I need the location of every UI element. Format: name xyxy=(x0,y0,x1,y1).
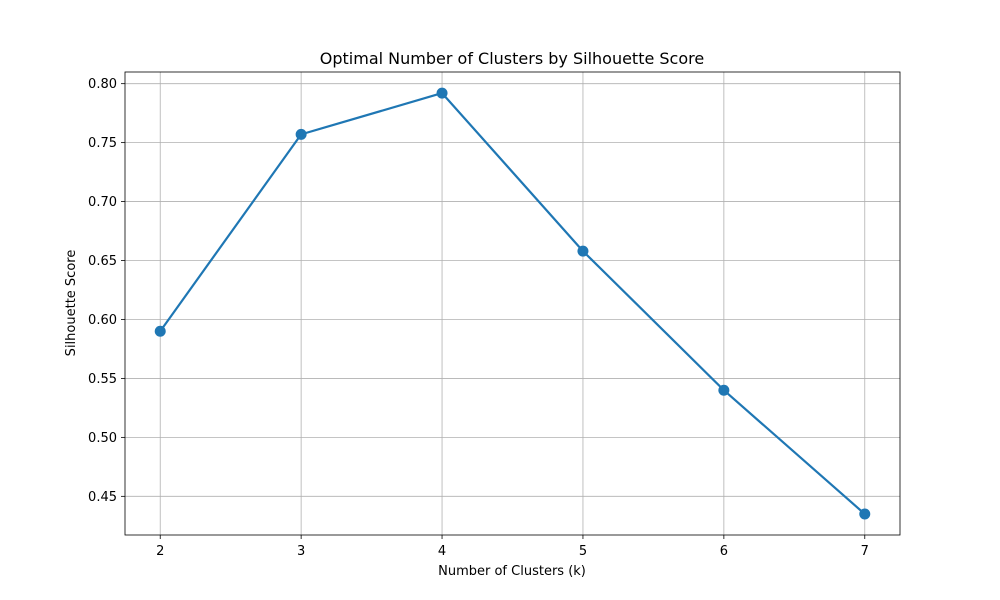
y-tick-label: 0.55 xyxy=(88,372,117,387)
y-tick-label: 0.50 xyxy=(88,431,117,446)
x-tick-label: 5 xyxy=(579,544,587,559)
axes-frame xyxy=(124,71,901,536)
y-axis-label: Silhouette Score xyxy=(64,250,79,357)
data-point xyxy=(436,87,448,99)
x-tick-label: 4 xyxy=(438,544,446,559)
plot-frame xyxy=(124,71,901,536)
x-tick-label: 6 xyxy=(720,544,728,559)
x-axis-label: Number of Clusters (k) xyxy=(438,564,586,579)
data-point xyxy=(718,384,730,396)
x-tick-label: 3 xyxy=(297,544,305,559)
y-tick-label: 0.45 xyxy=(88,490,117,505)
y-tick-label: 0.65 xyxy=(88,254,117,269)
y-tick-label: 0.70 xyxy=(88,195,117,210)
x-tick-label: 2 xyxy=(156,544,164,559)
y-tick-label: 0.80 xyxy=(88,77,117,92)
data-point xyxy=(859,508,871,520)
x-tick-label: 7 xyxy=(861,544,869,559)
data-point xyxy=(154,325,166,337)
data-point xyxy=(295,128,307,140)
y-tick-label: 0.60 xyxy=(88,313,117,328)
y-axis-ticks: 0.45 0.50 0.55 0.60 0.65 0.70 0.75 0.80 xyxy=(88,77,125,505)
series-line xyxy=(159,92,866,515)
y-tick-label: 0.75 xyxy=(88,136,117,151)
series-layer xyxy=(154,87,871,520)
data-point xyxy=(577,245,589,257)
chart-title: Optimal Number of Clusters by Silhouette… xyxy=(320,49,704,68)
x-axis-ticks: 2 3 4 5 6 7 xyxy=(156,535,869,559)
